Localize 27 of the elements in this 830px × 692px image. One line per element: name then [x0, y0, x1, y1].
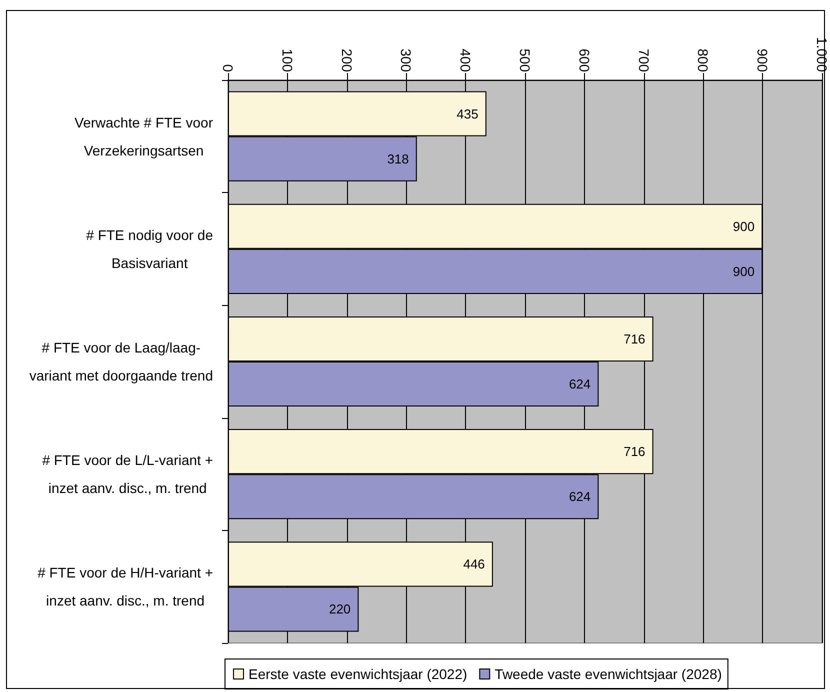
x-tick-label: 100	[279, 48, 296, 72]
x-tick-label: 800	[695, 48, 712, 72]
data-label: 716	[624, 331, 646, 346]
data-label: 900	[732, 264, 755, 279]
x-tick-label: 400	[458, 48, 474, 72]
legend-label: Tweede vaste evenwichtsjaar (2028)	[494, 666, 722, 682]
y-tick-label: # FTE voor de L/L-variant + inzet aanv. disc., m. trend	[42, 452, 214, 496]
y-tick-label: # FTE voor de H/H-variant + inzet aanv. disc., m. trend	[38, 564, 213, 609]
data-label: 716	[624, 444, 646, 460]
data-label: 446	[463, 556, 485, 572]
x-tick-label: 900	[754, 48, 771, 72]
y-tick-label: # FTE voor de Laag/laag-variant met doorgaande trend	[29, 340, 214, 384]
x-tick-label: 300	[398, 48, 414, 72]
data-label: 220	[328, 602, 351, 617]
x-tick-label: 0	[220, 64, 236, 72]
data-label: 435	[456, 106, 478, 122]
legend-label: Eerste vaste evenwichtsjaar (2022)	[248, 666, 468, 682]
x-tick-label: 700	[636, 48, 652, 72]
x-tick-label: 500	[517, 48, 533, 72]
data-label: 900	[732, 218, 755, 234]
x-tick-label: 600	[576, 48, 592, 72]
x-tick-label: 200	[338, 48, 355, 72]
y-tick-label: # FTE nodig voor de Basisvariant	[86, 226, 214, 271]
data-label: 318	[387, 151, 409, 166]
data-label: 624	[568, 489, 591, 504]
data-label: 624	[568, 376, 591, 392]
y-tick-label: Verwachte # FTE voor Verzekeringsartsen	[74, 114, 214, 158]
